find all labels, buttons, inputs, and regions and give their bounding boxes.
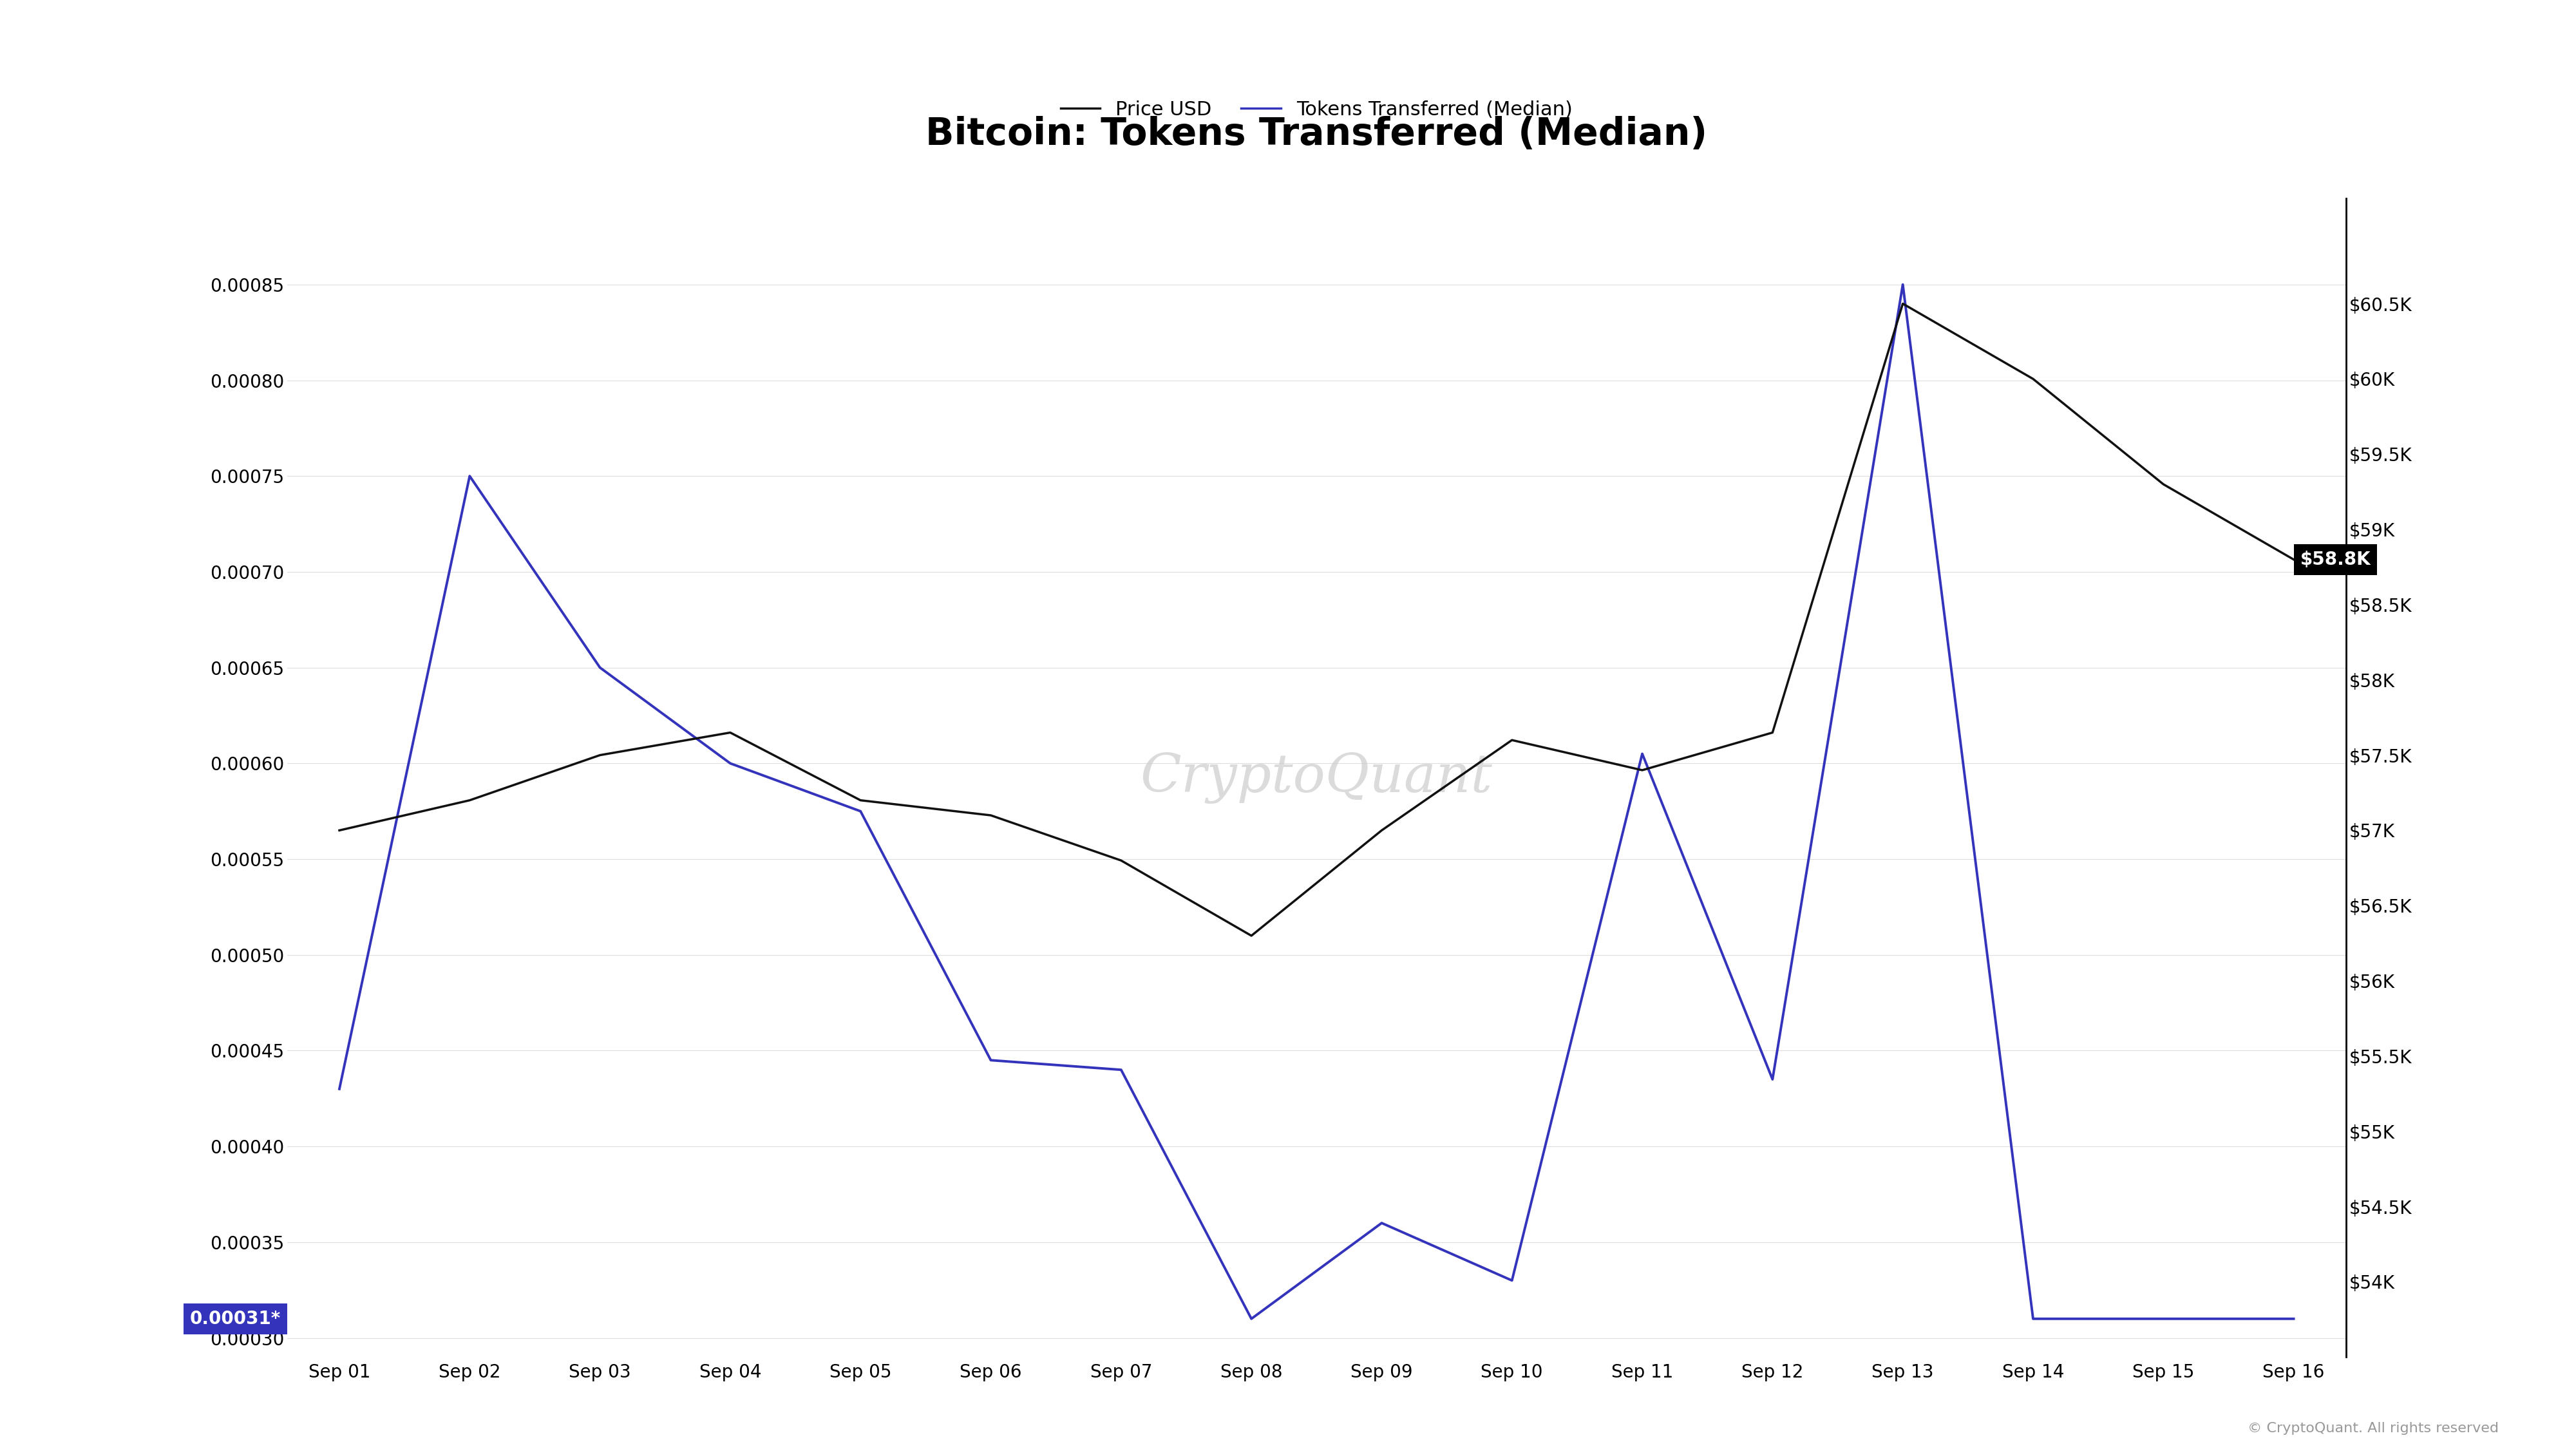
Text: 0.00031*: 0.00031* [191,1310,281,1327]
Legend: Price USD, Tokens Transferred (Median): Price USD, Tokens Transferred (Median) [1054,93,1582,126]
Text: © CryptoQuant. All rights reserved: © CryptoQuant. All rights reserved [2246,1421,2499,1435]
Title: Bitcoin: Tokens Transferred (Median): Bitcoin: Tokens Transferred (Median) [925,116,1708,152]
Text: $58.8K: $58.8K [2300,551,2370,568]
Text: CryptoQuant: CryptoQuant [1141,752,1492,803]
